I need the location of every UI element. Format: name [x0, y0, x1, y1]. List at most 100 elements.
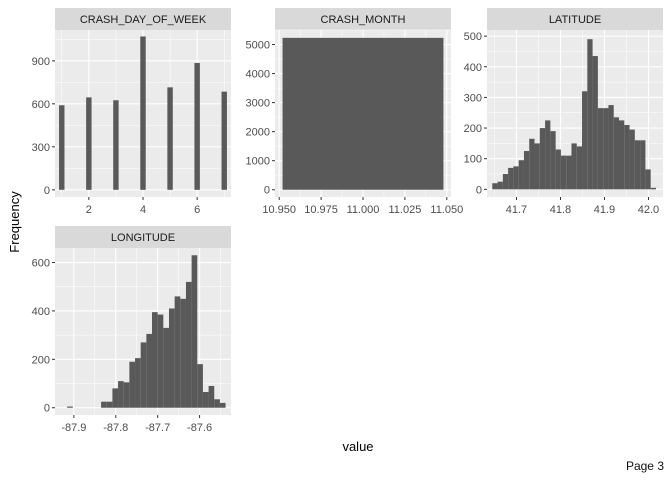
histogram-bar: [135, 358, 141, 408]
histogram-bar: [608, 105, 614, 190]
facet-crash-day-of-week: CRASH_DAY_OF_WEEK 0 300 600 900 2 4 6: [32, 8, 231, 216]
y-tick-label: 0: [44, 403, 50, 415]
y-tick-label: 200: [464, 123, 482, 135]
histogram-bar: [163, 327, 169, 408]
x-tick-label: -87.7: [145, 422, 170, 434]
histogram-bar: [619, 120, 625, 190]
histogram-bar: [219, 402, 226, 408]
histogram-bar: [168, 308, 175, 408]
x-tick-label: 6: [194, 204, 200, 216]
histogram-bar: [492, 183, 498, 190]
histogram-bar: [180, 298, 186, 408]
histogram-bar: [576, 146, 583, 190]
histogram-bar: [566, 155, 572, 190]
x-tick-label: 11.050: [430, 204, 463, 216]
x-tick-label: 10.975: [304, 204, 338, 216]
histogram-bar: [508, 167, 514, 190]
histogram-bar: [118, 381, 124, 408]
histogram-bar: [185, 281, 192, 408]
histogram-bar: [174, 296, 181, 408]
histogram-bar: [624, 124, 630, 190]
histogram-bar: [140, 342, 147, 408]
histogram-bar: [645, 169, 651, 190]
x-tick-label: -87.9: [61, 422, 86, 434]
histogram-bar: [513, 166, 519, 190]
histogram-bar: [555, 149, 561, 190]
histogram-bar: [86, 97, 92, 190]
histogram-bar: [640, 140, 646, 190]
histogram-bar: [67, 406, 73, 408]
histogram-bar: [523, 151, 530, 190]
y-tick-label: 400: [32, 306, 50, 318]
y-tick-label: 0: [476, 184, 482, 196]
histogram-bar: [191, 255, 198, 408]
histogram-bar: [634, 140, 641, 190]
histogram-bar: [146, 333, 153, 408]
histogram-bar: [101, 401, 107, 408]
x-tick-label: -87.6: [187, 422, 212, 434]
histogram-bar: [197, 364, 203, 408]
y-tick-label: 600: [32, 99, 50, 111]
histogram-bar: [129, 361, 136, 408]
facet-strip-label: LATITUDE: [549, 14, 601, 26]
histogram-bar: [123, 382, 130, 408]
facet-strip-label: LONGITUDE: [111, 232, 175, 244]
histogram-bar: [221, 91, 227, 190]
x-tick-label: 11.025: [388, 204, 421, 216]
histogram-bar: [202, 392, 209, 408]
histogram-bar: [571, 143, 577, 190]
histogram-bar: [539, 128, 546, 190]
histogram-bar: [550, 131, 556, 190]
facet-strip: [55, 8, 231, 30]
histogram-bar: [113, 100, 119, 190]
y-tick-label: 400: [464, 62, 482, 74]
histogram-bar: [152, 312, 158, 408]
y-tick-label: 4000: [246, 69, 270, 81]
histogram-bar: [597, 108, 604, 190]
histogram-bar: [587, 39, 593, 190]
x-tick-label: 41.8: [550, 204, 571, 216]
histogram-bar: [140, 36, 146, 190]
histogram-bar: [502, 174, 509, 190]
histogram-bar: [529, 138, 535, 190]
histogram-bar: [545, 120, 551, 190]
histogram-bar: [560, 155, 567, 190]
histogram-bar: [167, 87, 173, 190]
facet-longitude: LONGITUDE 0 200 400 600 -87.9 -87.8 -87.7 -87.6: [32, 226, 231, 434]
histogram-bar: [157, 314, 164, 408]
histogram-bar: [534, 143, 540, 190]
y-axis-title: Frequency: [7, 191, 22, 253]
histogram-bar: [59, 105, 65, 190]
facet-strip: [487, 8, 663, 30]
facet-strip-label: CRASH_MONTH: [321, 14, 406, 26]
x-tick-label: 10.950: [262, 204, 296, 216]
x-tick-label: 11.000: [347, 204, 380, 216]
histogram-bar: [650, 187, 656, 190]
y-tick-label: 5000: [246, 40, 270, 52]
x-tick-label: 42.0: [638, 204, 659, 216]
facet-strip-label: CRASH_DAY_OF_WEEK: [80, 14, 207, 26]
histogram-bar: [106, 401, 113, 408]
facet-strip: [275, 8, 451, 30]
y-tick-label: 300: [32, 142, 50, 154]
histogram-bar: [194, 62, 200, 190]
x-axis-title: value: [342, 439, 373, 454]
histogram-bar: [518, 160, 524, 190]
facet-strip: [55, 226, 231, 248]
y-tick-label: 200: [32, 354, 50, 366]
facet-latitude: LATITUDE 0 100 200 300 400 500 41.7 41.8 41.9 42.0: [464, 8, 663, 216]
y-tick-label: 900: [32, 56, 50, 68]
y-tick-label: 100: [464, 154, 482, 166]
y-tick-label: 2000: [246, 127, 270, 139]
y-tick-label: 300: [464, 92, 482, 104]
x-tick-label: 2: [86, 204, 92, 216]
histogram-bar: [592, 56, 598, 190]
page-number: Page 3: [625, 459, 664, 473]
histogram-bar: [613, 117, 619, 190]
y-tick-label: 600: [32, 258, 50, 270]
y-tick-label: 0: [44, 185, 50, 197]
y-tick-label: 3000: [246, 98, 270, 110]
x-tick-label: 41.9: [594, 204, 615, 216]
histogram-bar: [214, 399, 220, 408]
histogram-bar: [582, 91, 588, 190]
